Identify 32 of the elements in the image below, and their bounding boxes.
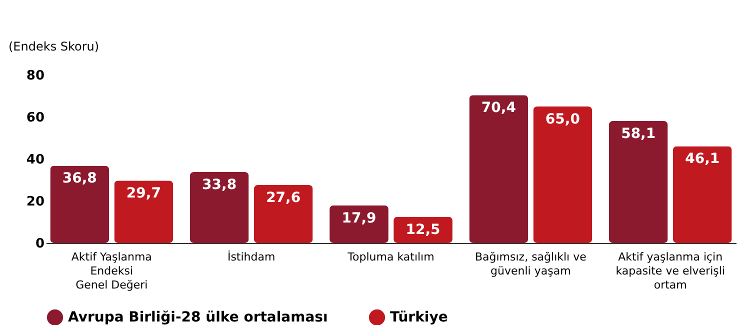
y-tick-label: 20 <box>26 194 44 210</box>
bar <box>469 95 528 243</box>
data-label: 33,8 <box>202 177 237 194</box>
bar <box>114 180 174 243</box>
bar <box>190 172 249 243</box>
data-label: 70,4 <box>481 100 516 116</box>
x-tick-label: Aktif yaşlanma için kapasite ve elverişli ortam <box>616 250 726 292</box>
y-tick-label: 40 <box>26 152 44 168</box>
data-label: 58,1 <box>621 126 656 142</box>
y-tick-label: 0 <box>35 236 44 252</box>
data-label: 17,9 <box>342 210 376 226</box>
bar <box>608 120 668 243</box>
data-label: 46,1 <box>685 151 720 168</box>
data-label: 29,7 <box>126 186 161 202</box>
bar <box>254 185 313 243</box>
x-tick-label: Bağımsız, sağlıklı ve güvenli yaşam <box>474 250 587 278</box>
bar <box>533 106 592 243</box>
y-tick-label: 60 <box>26 110 44 126</box>
bar <box>672 146 732 243</box>
x-tick-label: Topluma katılım <box>346 250 434 264</box>
data-label: 65,0 <box>545 112 580 128</box>
legend-label: Avrupa Birliği-28 ülke ortalaması <box>68 309 328 325</box>
bar <box>330 205 388 243</box>
data-label: 27,6 <box>266 190 301 206</box>
y-axis-title: (Endeks Skoru) <box>8 40 100 54</box>
bar <box>50 166 110 243</box>
data-label: 12,5 <box>406 222 440 238</box>
y-tick-label: 80 <box>26 68 44 84</box>
x-tick-label: İstihdam <box>227 250 276 264</box>
x-tick-label: Aktif Yaşlanma Endeksi Genel Değeri <box>71 250 152 292</box>
legend-label: Türkiye <box>390 309 448 325</box>
data-label: 36,8 <box>62 170 97 187</box>
